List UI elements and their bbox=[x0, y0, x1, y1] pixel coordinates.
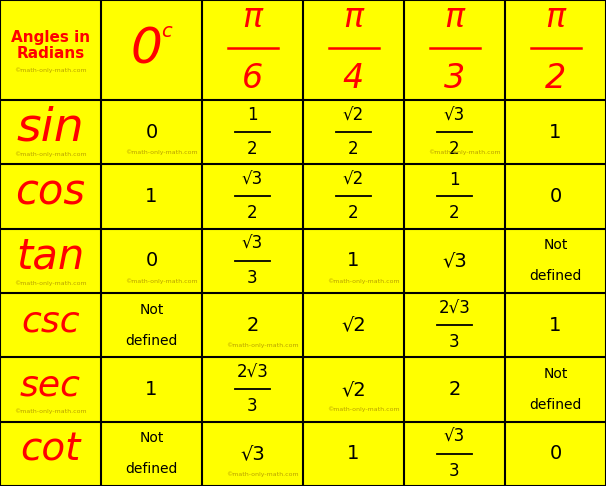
Text: cos: cos bbox=[16, 172, 85, 213]
Text: 0: 0 bbox=[145, 122, 158, 141]
Text: 2√3: 2√3 bbox=[439, 299, 470, 317]
Text: 1: 1 bbox=[347, 251, 360, 270]
Text: √3: √3 bbox=[242, 171, 263, 189]
Text: 2: 2 bbox=[246, 316, 259, 335]
Text: 1: 1 bbox=[449, 171, 460, 189]
Text: √3: √3 bbox=[240, 444, 265, 463]
Text: Not: Not bbox=[139, 303, 164, 317]
Text: ©math-only-math.com: ©math-only-math.com bbox=[125, 278, 198, 284]
Text: 2: 2 bbox=[449, 204, 460, 222]
Text: sin: sin bbox=[16, 105, 84, 151]
Text: 4: 4 bbox=[343, 62, 364, 95]
Text: ©math-only-math.com: ©math-only-math.com bbox=[14, 67, 87, 73]
Text: defined: defined bbox=[529, 398, 582, 412]
Text: 0: 0 bbox=[550, 187, 562, 206]
Text: 2: 2 bbox=[348, 140, 359, 158]
Text: 1: 1 bbox=[145, 187, 158, 206]
Text: √2: √2 bbox=[343, 171, 364, 189]
Text: ©math-only-math.com: ©math-only-math.com bbox=[14, 151, 87, 157]
Text: 2: 2 bbox=[348, 204, 359, 222]
Text: 3: 3 bbox=[449, 333, 460, 351]
Text: π: π bbox=[242, 1, 262, 34]
Text: 2: 2 bbox=[449, 140, 460, 158]
Text: 0: 0 bbox=[145, 251, 158, 270]
Text: 1: 1 bbox=[549, 122, 562, 141]
Text: 3: 3 bbox=[449, 462, 460, 480]
Text: cot: cot bbox=[21, 431, 81, 469]
Text: tan: tan bbox=[16, 236, 85, 278]
Text: 1: 1 bbox=[549, 316, 562, 335]
Text: π: π bbox=[444, 1, 465, 34]
Text: 2: 2 bbox=[247, 204, 258, 222]
Text: √2: √2 bbox=[341, 380, 366, 399]
Text: Angles in: Angles in bbox=[11, 31, 90, 46]
Text: ©math-only-math.com: ©math-only-math.com bbox=[327, 407, 400, 412]
Text: ©math-only-math.com: ©math-only-math.com bbox=[327, 278, 400, 284]
Text: π: π bbox=[545, 1, 565, 34]
Text: 2: 2 bbox=[247, 140, 258, 158]
Text: c: c bbox=[161, 22, 172, 41]
Text: √3: √3 bbox=[444, 106, 465, 124]
Text: 2: 2 bbox=[448, 380, 461, 399]
Text: 1: 1 bbox=[145, 380, 158, 399]
Text: ©math-only-math.com: ©math-only-math.com bbox=[226, 342, 299, 348]
Text: ©math-only-math.com: ©math-only-math.com bbox=[14, 409, 87, 415]
Text: ©math-only-math.com: ©math-only-math.com bbox=[226, 471, 299, 477]
Text: Not: Not bbox=[544, 239, 568, 252]
Text: Not: Not bbox=[139, 432, 164, 446]
Text: ©math-only-math.com: ©math-only-math.com bbox=[428, 149, 501, 155]
Text: 3: 3 bbox=[247, 397, 258, 415]
Text: csc: csc bbox=[21, 304, 80, 338]
Text: 3: 3 bbox=[247, 269, 258, 287]
Text: π: π bbox=[344, 1, 364, 34]
Text: 2: 2 bbox=[545, 62, 566, 95]
Text: √2: √2 bbox=[341, 316, 366, 335]
Text: √3: √3 bbox=[444, 428, 465, 446]
Text: Radians: Radians bbox=[16, 47, 85, 62]
Text: 3: 3 bbox=[444, 62, 465, 95]
Text: 1: 1 bbox=[247, 106, 258, 124]
Text: √3: √3 bbox=[442, 251, 467, 270]
Text: 0: 0 bbox=[130, 26, 162, 74]
Text: sec: sec bbox=[20, 368, 81, 402]
Text: Not: Not bbox=[544, 367, 568, 381]
Text: 0: 0 bbox=[550, 444, 562, 463]
Text: 2√3: 2√3 bbox=[236, 364, 268, 382]
Text: ©math-only-math.com: ©math-only-math.com bbox=[14, 280, 87, 286]
Text: 1: 1 bbox=[347, 444, 360, 463]
Text: √2: √2 bbox=[343, 106, 364, 124]
Text: defined: defined bbox=[529, 269, 582, 283]
Text: defined: defined bbox=[125, 333, 178, 347]
Text: ©math-only-math.com: ©math-only-math.com bbox=[125, 149, 198, 155]
Text: 6: 6 bbox=[242, 62, 263, 95]
Text: defined: defined bbox=[125, 462, 178, 476]
Text: √3: √3 bbox=[242, 235, 263, 253]
